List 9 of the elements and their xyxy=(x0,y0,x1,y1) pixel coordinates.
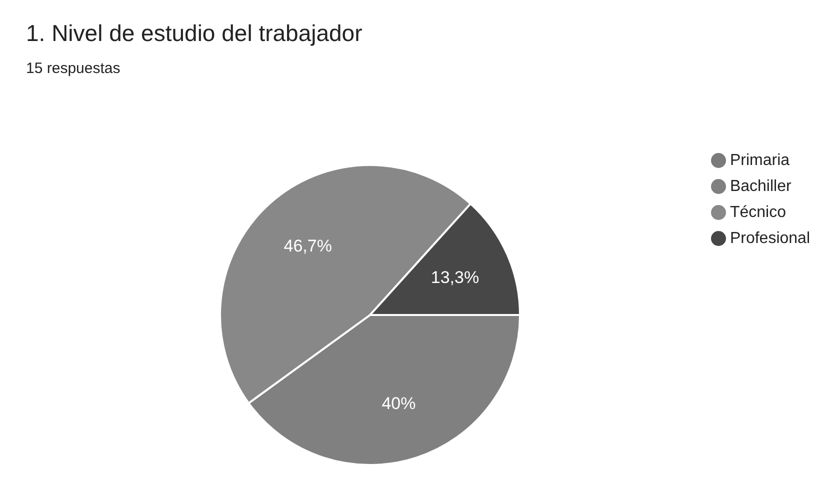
chart-title: 1. Nivel de estudio del trabajador xyxy=(26,20,362,47)
data-label: 46,7% xyxy=(284,236,332,256)
legend-label: Técnico xyxy=(730,204,786,221)
legend-label: Profesional xyxy=(730,230,810,247)
text: 15 respuestas xyxy=(26,60,120,77)
data-label: 40% xyxy=(382,394,416,413)
legend-label: Primaria xyxy=(730,152,790,169)
data-label: 13,3% xyxy=(430,268,480,287)
legend-label: Bachiller xyxy=(730,178,792,195)
